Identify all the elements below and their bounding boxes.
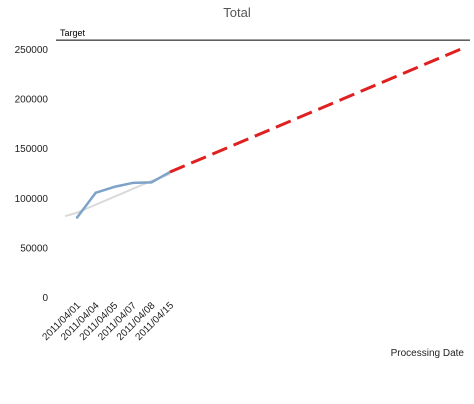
y-tick-label: 50000 [20,243,48,254]
x-axis-label: Processing Date [391,348,465,359]
data-point [150,181,153,184]
target-line-label: Target [60,28,86,38]
data-point [94,191,97,195]
series-line [75,170,171,219]
y-tick-label: 100000 [15,194,49,205]
trendline [64,173,171,218]
y-tick-label: 150000 [15,144,49,155]
y-tick-label: 0 [42,293,48,304]
projection-line [169,47,462,174]
y-tick-label: 250000 [15,45,49,56]
data-point [113,185,116,189]
data-point [75,216,79,219]
y-tick-label: 200000 [15,95,49,106]
chart-title: Total [223,5,251,20]
y-axis-ticks: 0 50000 100000 150000 200000 250000 [15,45,49,304]
data-point [131,181,134,185]
plot-area [56,39,470,219]
x-axis-ticks: 2011/04/012011/04/042011/04/052011/04/07… [40,300,176,343]
